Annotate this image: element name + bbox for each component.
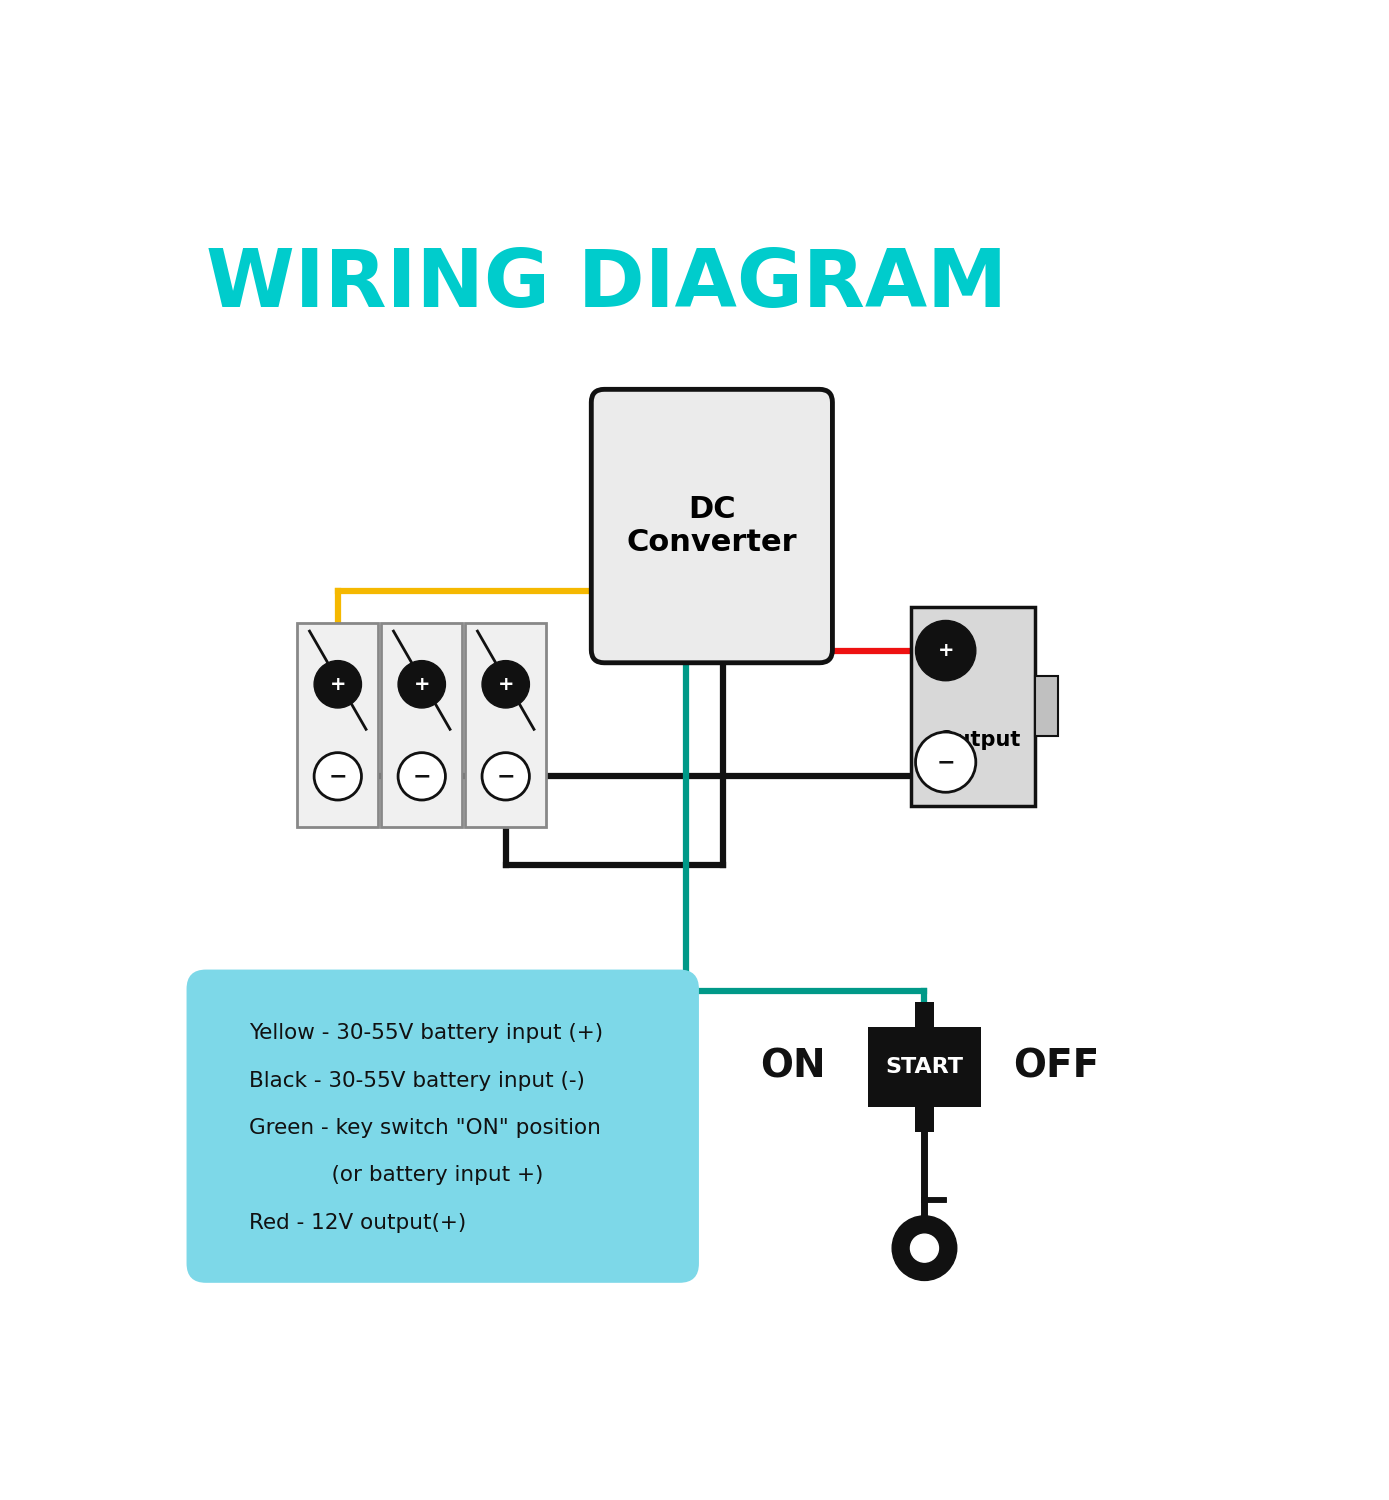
Text: Qutput: Qutput (938, 730, 1021, 750)
Text: ON: ON (760, 1048, 825, 1086)
Text: START: START (885, 1058, 964, 1077)
Text: Black - 30-55V battery input (-): Black - 30-55V battery input (-) (249, 1071, 585, 1090)
Text: +: + (414, 675, 431, 694)
Text: −: − (413, 766, 431, 786)
Circle shape (915, 621, 976, 681)
Text: +: + (497, 675, 514, 694)
Circle shape (482, 753, 529, 800)
Bar (297, 622, 378, 828)
Text: (or battery input +): (or battery input +) (249, 1166, 543, 1185)
Text: −: − (328, 766, 347, 786)
Circle shape (482, 660, 529, 708)
Circle shape (892, 1216, 957, 1281)
Circle shape (399, 753, 446, 800)
Bar (382, 622, 463, 828)
Text: −: − (496, 766, 515, 786)
Text: −: − (936, 752, 956, 772)
Text: Red - 12V output(+): Red - 12V output(+) (249, 1212, 467, 1233)
Circle shape (314, 753, 361, 800)
FancyBboxPatch shape (186, 969, 699, 1282)
Circle shape (910, 1234, 939, 1262)
Bar (465, 622, 546, 828)
Text: OFF: OFF (1013, 1048, 1100, 1086)
Text: +: + (329, 675, 346, 694)
Bar (911, 608, 1035, 806)
Text: WIRING DIAGRAM: WIRING DIAGRAM (206, 246, 1007, 324)
Text: +: + (938, 640, 954, 660)
Text: Green - key switch "ON" position: Green - key switch "ON" position (249, 1118, 601, 1138)
Text: DC
Converter: DC Converter (626, 495, 797, 558)
Circle shape (314, 660, 361, 708)
Circle shape (915, 732, 976, 792)
Bar (868, 1026, 981, 1107)
Bar (1035, 676, 1058, 736)
Bar (915, 1107, 935, 1132)
Text: Yellow - 30-55V battery input (+): Yellow - 30-55V battery input (+) (249, 1023, 603, 1044)
Bar (915, 1002, 935, 1026)
Circle shape (399, 660, 446, 708)
FancyBboxPatch shape (592, 390, 832, 663)
